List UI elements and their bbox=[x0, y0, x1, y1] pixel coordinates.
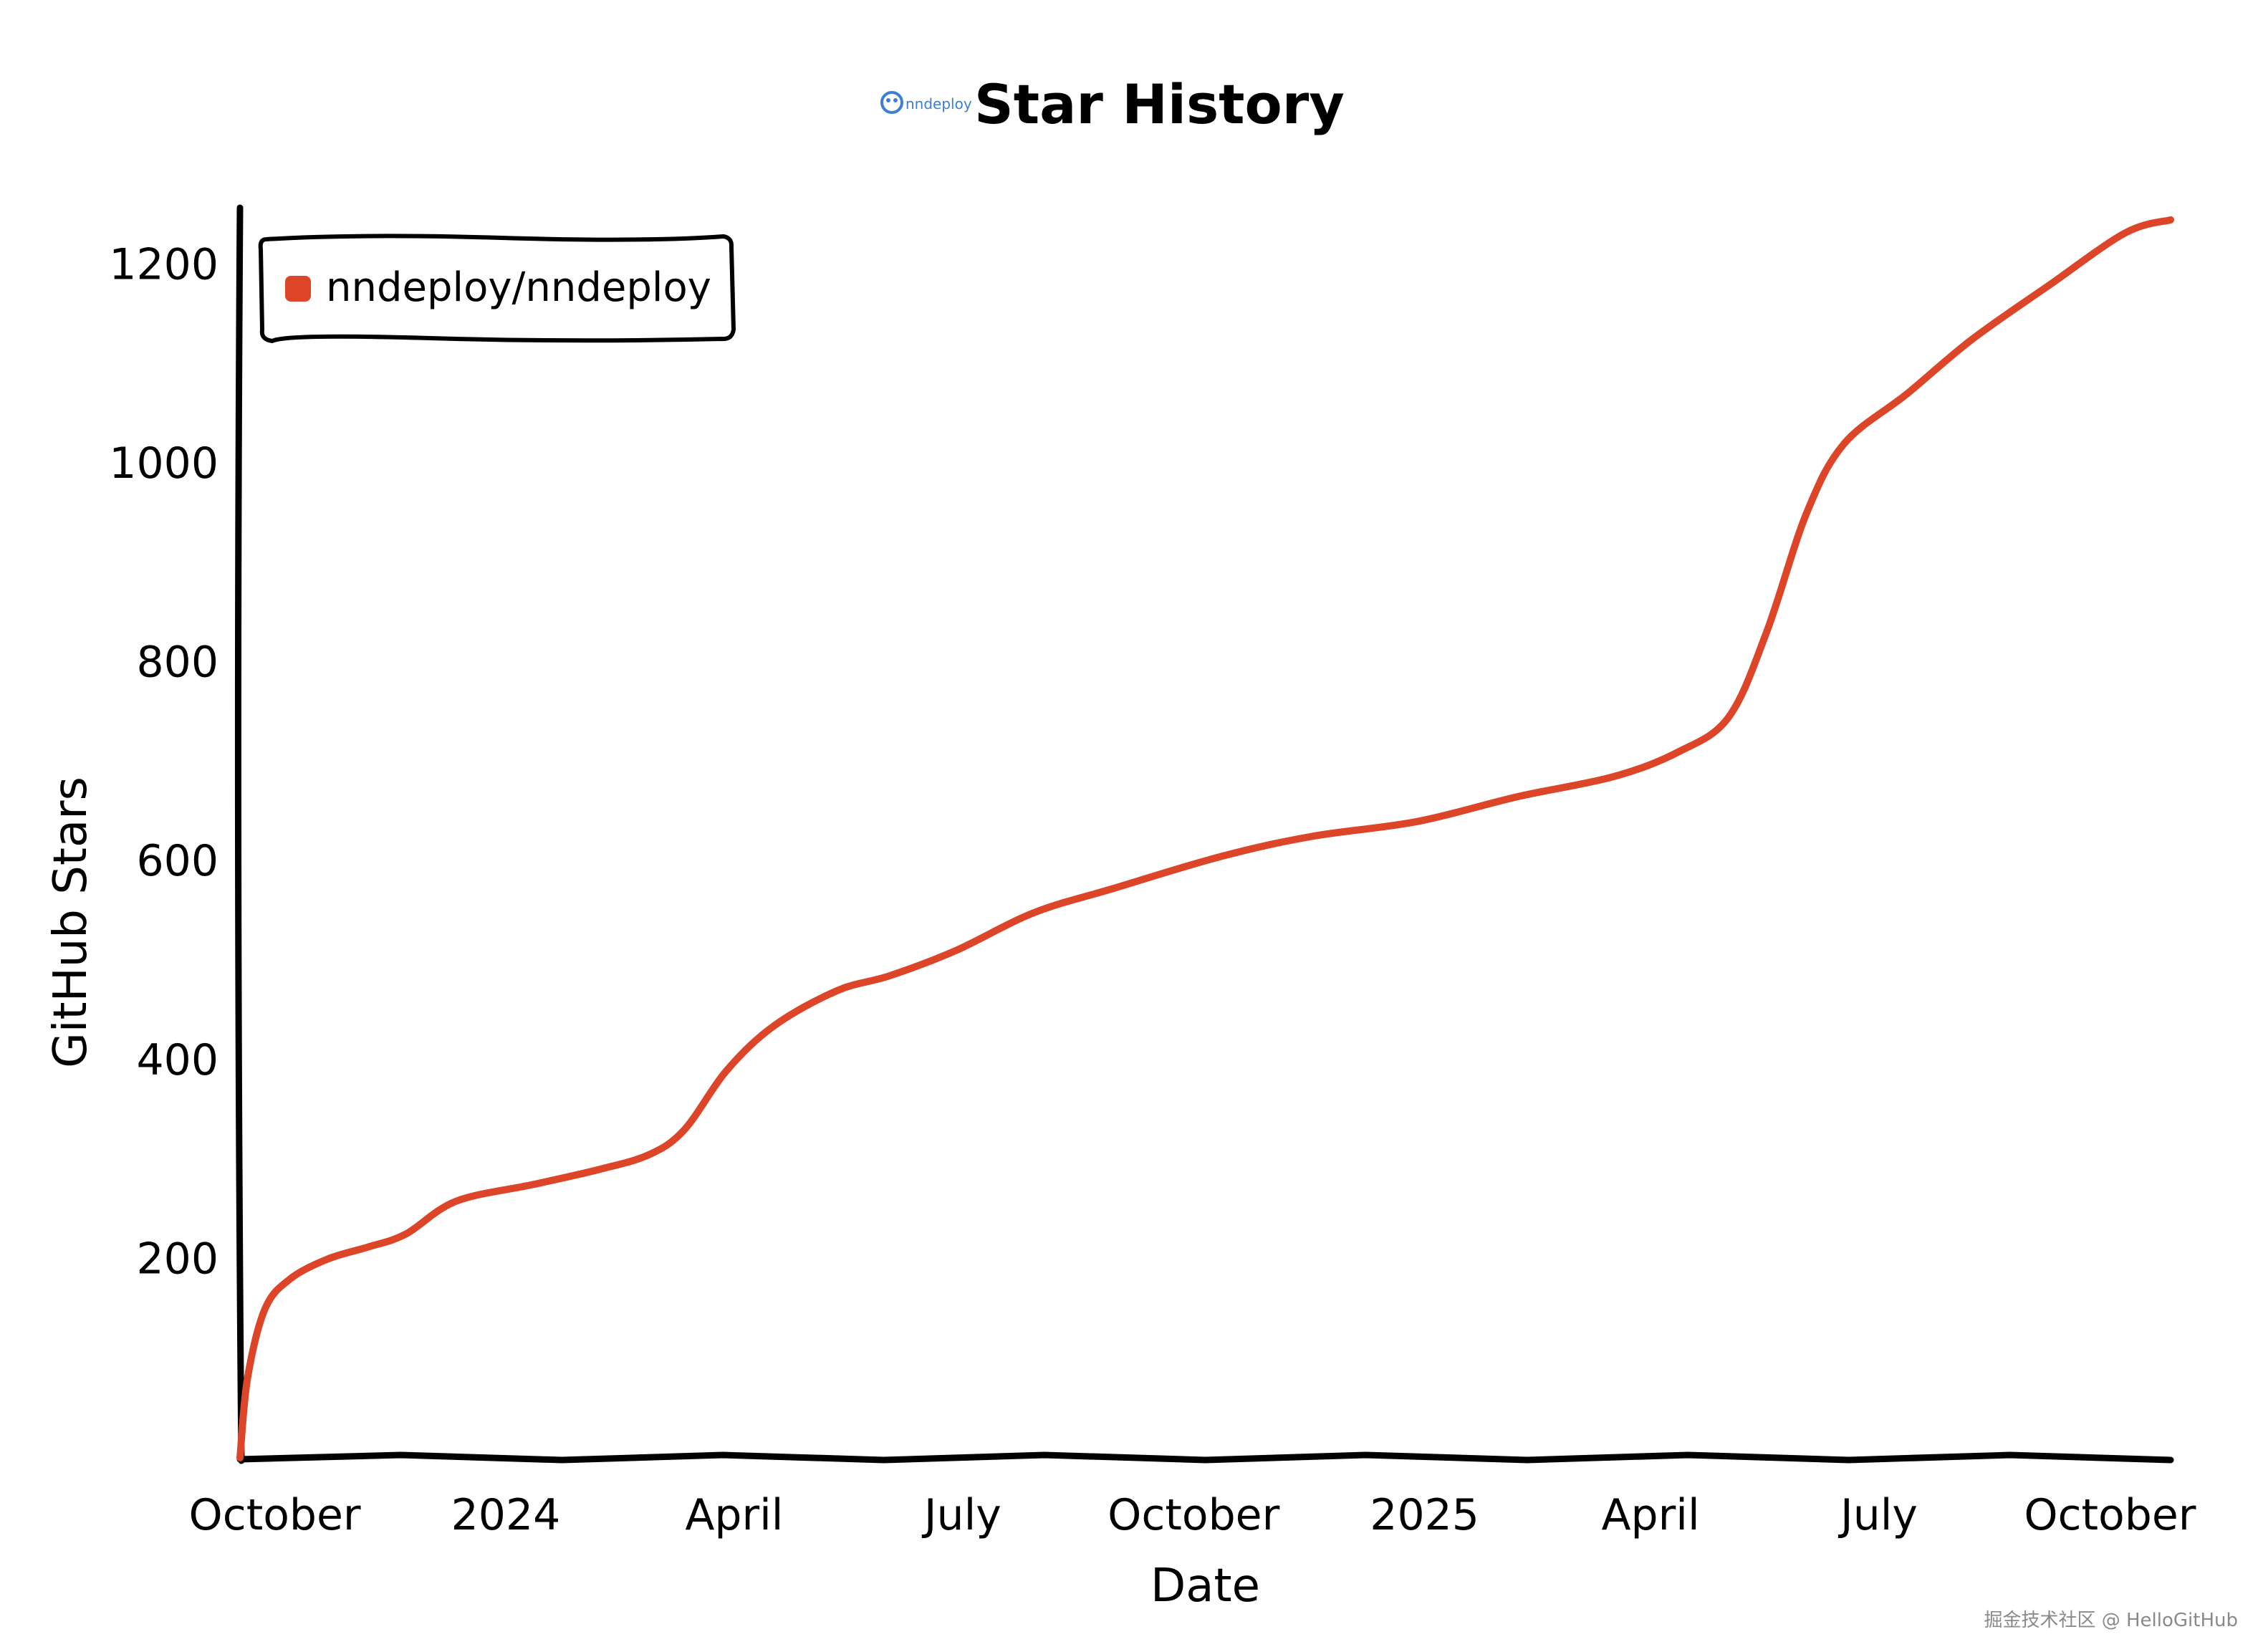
x-tick-label: October bbox=[188, 1490, 360, 1540]
y-tick-label: 800 bbox=[136, 638, 218, 688]
y-tick-label: 1000 bbox=[109, 438, 218, 489]
x-tick-label: July bbox=[921, 1490, 1001, 1540]
x-tick-label: April bbox=[1601, 1490, 1699, 1540]
legend-label: nndeploy/nndeploy bbox=[326, 264, 711, 311]
x-tick-label: October bbox=[1108, 1490, 1279, 1540]
logo-text: nndeploy bbox=[905, 95, 972, 112]
legend: nndeploy/nndeploy bbox=[258, 234, 736, 343]
y-tick-label: 400 bbox=[136, 1035, 218, 1085]
x-tick-label: October bbox=[2024, 1490, 2196, 1540]
x-axis-title: Date bbox=[1150, 1560, 1260, 1613]
series-layer bbox=[236, 216, 2174, 1461]
x-axis-ticks: October 2024 April July October 2025 April July… bbox=[188, 1490, 2196, 1540]
chart-title-group: nndeploy Star History bbox=[880, 72, 1345, 136]
series-line-0 bbox=[236, 216, 2174, 1461]
y-axis-title: GitHub Stars bbox=[44, 777, 97, 1068]
y-axis-line bbox=[234, 204, 245, 1464]
x-axis-line bbox=[236, 1451, 2174, 1464]
nndeploy-logo: nndeploy bbox=[880, 91, 972, 114]
y-axis-ticks: 200 400 600 800 1000 1200 bbox=[109, 239, 218, 1284]
y-tick-label: 600 bbox=[136, 836, 218, 886]
y-tick-label: 1200 bbox=[109, 239, 218, 289]
chart-title: Star History bbox=[974, 72, 1345, 136]
x-tick-label: 2025 bbox=[1370, 1490, 1479, 1540]
y-tick-label: 200 bbox=[136, 1234, 218, 1284]
watermark: 掘金技术社区 @ HelloGitHub bbox=[1984, 1610, 2238, 1631]
x-tick-label: April bbox=[685, 1490, 783, 1540]
x-tick-label: July bbox=[1837, 1490, 1918, 1540]
legend-box bbox=[258, 234, 736, 343]
legend-swatch bbox=[285, 276, 311, 302]
x-tick-label: 2024 bbox=[451, 1490, 561, 1540]
